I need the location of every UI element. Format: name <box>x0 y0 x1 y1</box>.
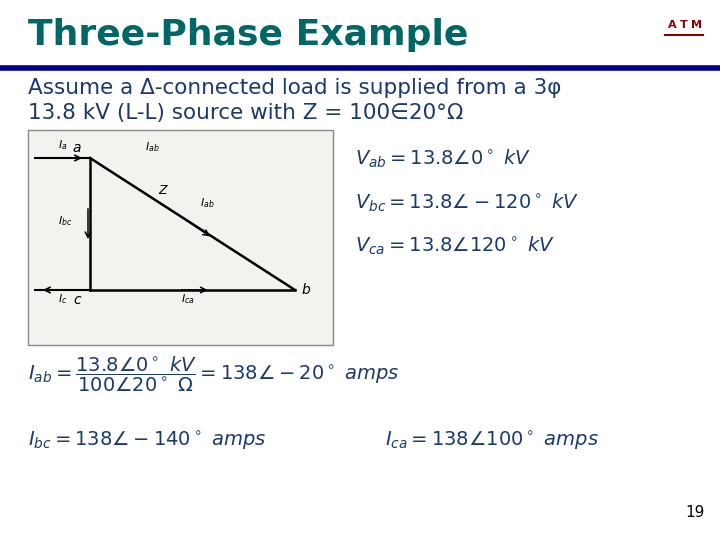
Text: Assume a Δ-connected load is supplied from a 3φ: Assume a Δ-connected load is supplied fr… <box>28 78 562 98</box>
Text: $I_a$: $I_a$ <box>58 138 68 152</box>
Text: Three-Phase Example: Three-Phase Example <box>28 18 469 52</box>
Text: $I_{ca}$: $I_{ca}$ <box>181 292 194 306</box>
Text: A: A <box>667 20 676 30</box>
Text: a: a <box>73 141 81 155</box>
Text: $I_{bc}$: $I_{bc}$ <box>58 214 72 228</box>
Text: $I_{ca} = 138\angle 100^\circ\ amps$: $I_{ca} = 138\angle 100^\circ\ amps$ <box>385 430 599 453</box>
Text: $V_{bc} = 13.8\angle -120^\circ\ kV$: $V_{bc} = 13.8\angle -120^\circ\ kV$ <box>355 192 580 214</box>
Text: 19: 19 <box>685 505 705 520</box>
Text: $I_{ab}$: $I_{ab}$ <box>145 140 160 154</box>
Text: 13.8 kV (L-L) source with Z = 100∈20°Ω: 13.8 kV (L-L) source with Z = 100∈20°Ω <box>28 103 464 123</box>
Text: $V_{ca} = 13.8\angle 120^\circ\ kV$: $V_{ca} = 13.8\angle 120^\circ\ kV$ <box>355 235 555 257</box>
Text: c: c <box>73 293 81 307</box>
Text: $I_{ab} = \dfrac{13.8\angle 0^\circ\ kV}{100\angle 20^\circ\ \Omega} = 138\angle: $I_{ab} = \dfrac{13.8\angle 0^\circ\ kV}… <box>28 355 400 394</box>
Text: $V_{ab} = 13.8\angle 0^\circ\ kV$: $V_{ab} = 13.8\angle 0^\circ\ kV$ <box>355 148 531 170</box>
Text: Z: Z <box>158 184 167 197</box>
Text: $I_{ab}$: $I_{ab}$ <box>200 196 215 210</box>
FancyBboxPatch shape <box>28 130 333 345</box>
Text: $I_c$: $I_c$ <box>58 292 68 306</box>
Text: M: M <box>690 20 701 30</box>
Text: b: b <box>302 283 311 297</box>
Text: Τ: Τ <box>680 20 688 30</box>
Text: $I_{bc} = 138\angle -140^\circ\ amps$: $I_{bc} = 138\angle -140^\circ\ amps$ <box>28 430 266 453</box>
